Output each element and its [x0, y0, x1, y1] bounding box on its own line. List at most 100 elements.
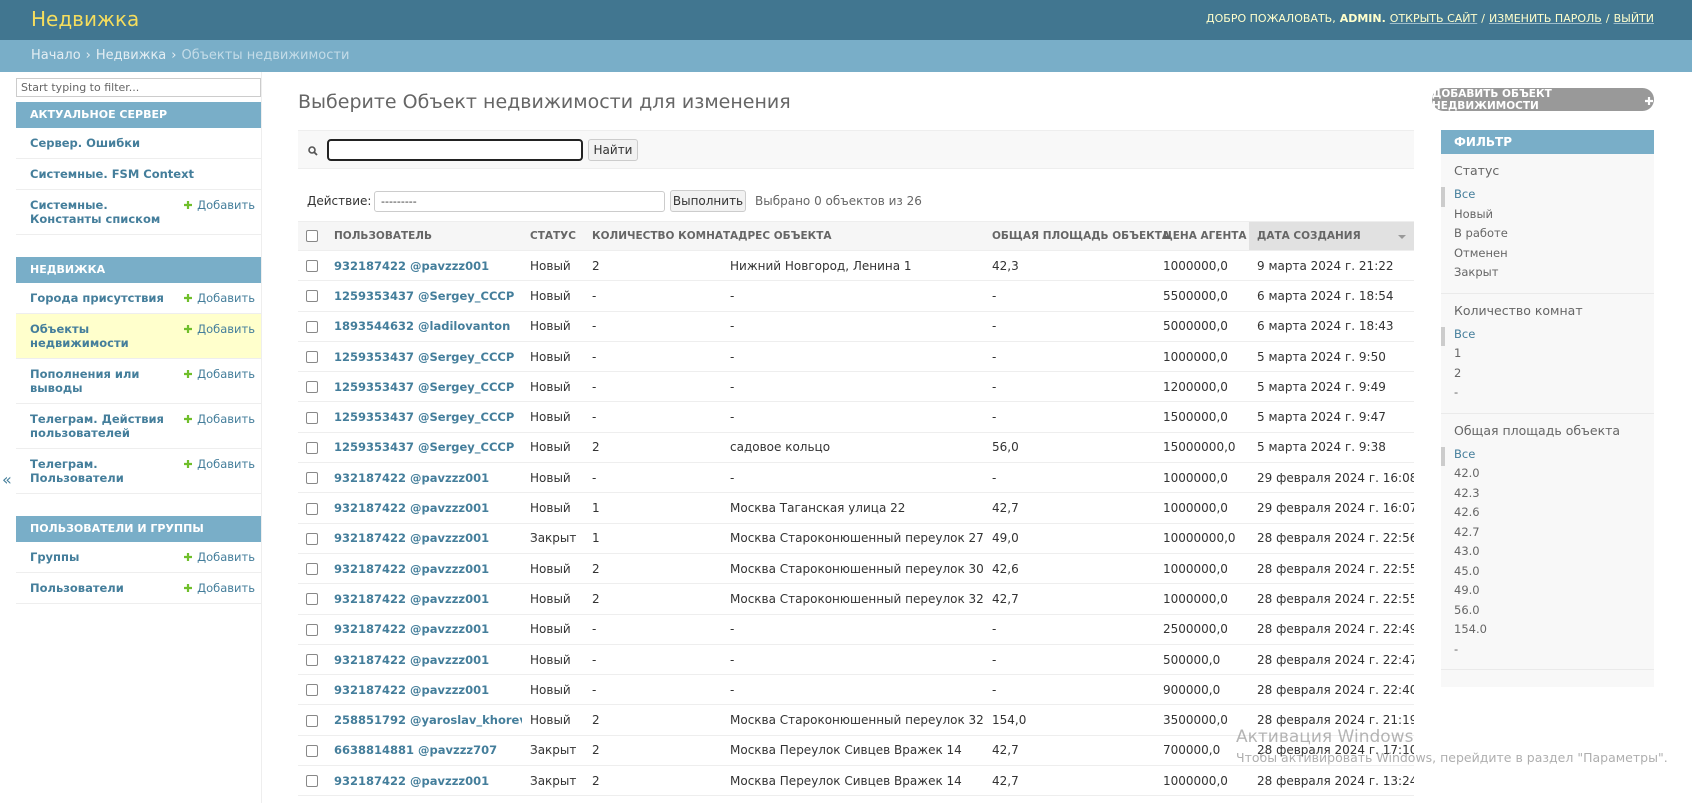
checkbox[interactable]	[306, 744, 318, 757]
filter-option[interactable]: Все	[1441, 446, 1641, 466]
cell: 42,7	[984, 492, 1155, 524]
checkbox[interactable]	[306, 290, 318, 303]
header-link[interactable]: ИЗМЕНИТЬ ПАРОЛЬ	[1488, 12, 1602, 25]
add-link[interactable]: Добавить	[183, 412, 255, 440]
checkbox[interactable]	[306, 563, 318, 576]
object-link[interactable]: 1893544632 @ladilovanton	[326, 311, 522, 342]
object-link[interactable]: 1259353437 @Sergey_CCCP	[326, 341, 522, 373]
model-link[interactable]: Сервер. Ошибки	[30, 136, 141, 150]
filter-option[interactable]: 49.0	[1454, 583, 1480, 597]
filter-option[interactable]: 43.0	[1454, 544, 1480, 558]
header-link[interactable]: ОТКРЫТЬ САЙТ	[1389, 12, 1478, 25]
checkbox[interactable]	[306, 623, 318, 636]
site-name[interactable]: Недвижка	[31, 7, 140, 31]
crumb[interactable]: Начало	[31, 48, 81, 63]
checkbox[interactable]	[306, 532, 318, 545]
checkbox[interactable]	[306, 260, 318, 273]
filter-option[interactable]: 42.3	[1454, 485, 1480, 500]
add-object-button[interactable]: ДОБАВИТЬ ОБЪЕКТ НЕДВИЖИМОСТИ	[1432, 88, 1654, 112]
object-link[interactable]: 258851792 @yaroslav_khorev	[326, 704, 522, 736]
object-link[interactable]: 932187422 @pavzzz001	[326, 583, 522, 615]
column-header[interactable]: ПОЛЬЗОВАТЕЛЬ	[326, 221, 522, 251]
checkbox[interactable]	[306, 351, 318, 364]
object-link[interactable]: 932187422 @pavzzz001	[326, 523, 522, 554]
checkbox[interactable]	[306, 775, 318, 788]
column-header[interactable]: ЦЕНА АГЕНТА	[1155, 221, 1249, 251]
select-cell	[298, 735, 326, 767]
app-header[interactable]: АКТУАЛЬНОЕ СЕРВЕР	[16, 102, 261, 128]
object-link[interactable]: 932187422 @pavzzz001	[326, 674, 522, 706]
object-link[interactable]: 932187422 @pavzzz001	[326, 462, 522, 494]
model-link[interactable]: Пользователи	[30, 581, 124, 595]
filter-option[interactable]: -	[1454, 385, 1459, 399]
checkbox[interactable]	[306, 684, 318, 697]
column-header[interactable]: СТАТУС	[522, 221, 584, 251]
checkbox[interactable]	[306, 411, 318, 424]
model-link[interactable]: Группы	[30, 550, 80, 564]
object-link[interactable]: 932187422 @pavzzz001	[326, 492, 522, 524]
filter-option[interactable]: В работе	[1454, 226, 1508, 240]
filter-option[interactable]: 42.0	[1454, 466, 1480, 480]
model-link[interactable]: Системные. FSM Context	[30, 167, 195, 181]
model-link[interactable]: Объекты недвижимости	[30, 322, 129, 350]
action-select[interactable]: ---------	[374, 191, 665, 212]
app-header[interactable]: ПОЛЬЗОВАТЕЛИ И ГРУППЫ	[16, 516, 261, 542]
filter-option[interactable]: 2	[1454, 365, 1462, 380]
filter-option[interactable]: -	[1454, 641, 1459, 656]
column-header[interactable]: АДРЕС ОБЪЕКТА	[722, 221, 984, 251]
checkbox[interactable]	[306, 714, 318, 727]
column-header[interactable]: ДАТА СОЗДАНИЯ	[1249, 221, 1414, 251]
object-link[interactable]: 932187422 @pavzzz001	[326, 614, 522, 645]
object-link[interactable]: 1259353437 @Sergey_CCCP	[326, 280, 522, 312]
object-link[interactable]: 6638814881 @pavzzz707	[326, 735, 522, 767]
add-link[interactable]: Добавить	[183, 367, 255, 395]
column-header[interactable]: ОБЩАЯ ПЛОЩАДЬ ОБЪЕКТА	[984, 221, 1170, 251]
action-go-button[interactable]: Выполнить	[670, 190, 746, 212]
filter-option[interactable]: 1	[1454, 346, 1462, 360]
filter-option[interactable]: Закрыт	[1454, 265, 1499, 279]
object-link[interactable]: 932187422 @pavzzz001	[326, 553, 522, 585]
filter-option[interactable]: 42.7	[1454, 524, 1480, 539]
checkbox[interactable]	[306, 472, 318, 485]
search-button[interactable]: Найти	[588, 139, 638, 161]
model-link[interactable]: Пополнения или выводы	[30, 367, 140, 395]
object-link[interactable]: 932187422 @pavzzz001	[326, 644, 522, 676]
object-link[interactable]: 1259353437 @Sergey_CCCP	[326, 401, 522, 433]
filter-option[interactable]: 154.0	[1454, 622, 1487, 636]
filter-option[interactable]: 45.0	[1454, 563, 1480, 578]
app-header[interactable]: НЕДВИЖКА	[16, 257, 261, 283]
filter-option[interactable]: Все	[1441, 187, 1641, 207]
object-link[interactable]: 1259353437 @Sergey_CCCP	[326, 432, 522, 464]
add-link[interactable]: Добавить	[183, 322, 255, 350]
add-link[interactable]: Добавить	[183, 581, 255, 595]
checkbox[interactable]	[306, 502, 318, 515]
checkbox[interactable]	[306, 441, 318, 454]
filter-option[interactable]: 56.0	[1454, 602, 1480, 617]
model-link[interactable]: Города присутствия	[30, 291, 164, 305]
object-link[interactable]: 932187422 @pavzzz001	[326, 765, 522, 797]
add-link[interactable]: Добавить	[183, 198, 255, 226]
model-link[interactable]: Телеграм. Пользователи	[30, 457, 124, 485]
object-link[interactable]: 932187422 @pavzzz001	[326, 250, 522, 282]
nav-filter-input[interactable]: Start typing to filter...	[16, 78, 261, 97]
model-link[interactable]: Телеграм. Действия пользователей	[30, 412, 164, 440]
filter-option[interactable]: Новый	[1454, 206, 1494, 221]
header-link[interactable]: ВЫЙТИ	[1613, 12, 1654, 25]
checkbox[interactable]	[306, 320, 318, 333]
filter-option[interactable]: Все	[1441, 326, 1641, 346]
crumb[interactable]: Недвижка	[95, 48, 167, 63]
model-link[interactable]: Системные. Константы списком	[30, 198, 161, 226]
object-link[interactable]: 1259353437 @Sergey_CCCP	[326, 371, 522, 403]
checkbox[interactable]	[306, 593, 318, 606]
column-header[interactable]: КОЛИЧЕСТВО КОМНАТ	[584, 221, 730, 251]
add-link[interactable]: Добавить	[183, 550, 255, 564]
filter-option[interactable]: 42.6	[1454, 505, 1480, 519]
search-input[interactable]	[327, 139, 583, 161]
checkbox[interactable]	[306, 230, 318, 242]
filter-option[interactable]: Отменен	[1454, 245, 1508, 260]
add-link[interactable]: Добавить	[183, 457, 255, 485]
checkbox[interactable]	[306, 654, 318, 666]
checkbox[interactable]	[306, 381, 318, 394]
add-link[interactable]: Добавить	[183, 291, 255, 305]
sidebar-toggle[interactable]: «	[2, 470, 12, 489]
